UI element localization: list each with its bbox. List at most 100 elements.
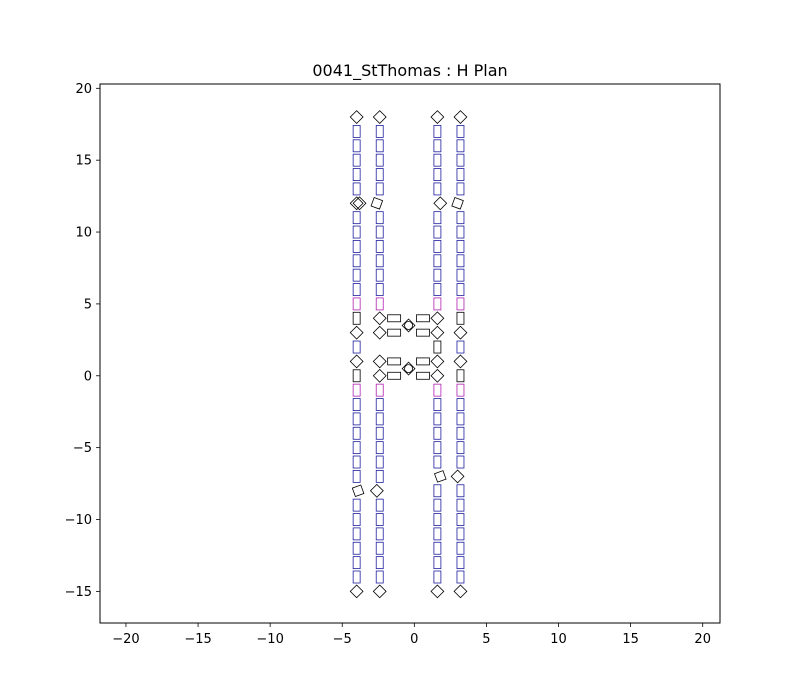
column-rect-mark xyxy=(352,283,361,296)
chart-title: 0041_StThomas : H Plan xyxy=(312,61,507,81)
column-rect-mark xyxy=(352,153,361,167)
column-rect-mark xyxy=(375,125,384,138)
crossbar-rect-mark xyxy=(387,328,402,337)
column-rect-mark xyxy=(352,369,361,383)
diamond-mark xyxy=(453,110,468,124)
x-tick-label: −5 xyxy=(333,632,352,647)
y-axis: −15 −10 −5 0 5 10 15 20 xyxy=(65,82,100,600)
column-rect-mark xyxy=(456,340,465,354)
diamond-mark xyxy=(430,325,445,340)
column-rect-mark xyxy=(352,455,361,469)
column-rect-mark xyxy=(352,541,361,555)
tilted-square-mark xyxy=(372,368,387,383)
column-rect-mark xyxy=(456,398,465,411)
diamond-mark xyxy=(453,354,468,369)
column-rect-mark xyxy=(433,527,442,541)
column-rect-mark xyxy=(433,541,442,555)
crossbar-rect-mark xyxy=(416,328,430,337)
column-rect-mark xyxy=(433,125,442,138)
column-rect-mark xyxy=(433,254,442,268)
y-tick-label: 0 xyxy=(84,369,92,384)
column-rect-mark xyxy=(352,398,361,411)
column-rect-mark xyxy=(352,498,361,512)
column-rect-mark xyxy=(433,297,442,311)
column-rect-mark xyxy=(456,168,465,181)
x-tick-label: 15 xyxy=(622,632,639,647)
column-rect-mark xyxy=(456,527,465,541)
column-rect-mark xyxy=(433,513,442,526)
column-rect-mark xyxy=(352,426,361,440)
y-tick-label: 20 xyxy=(75,82,92,97)
column-rect-mark xyxy=(352,441,361,455)
column-rect-mark xyxy=(352,211,361,225)
x-tick-label: 5 xyxy=(482,632,490,647)
column-rect-mark xyxy=(352,125,361,138)
crossbar-rect-mark xyxy=(387,371,402,380)
column-rect-mark xyxy=(375,398,384,411)
column-rect-mark xyxy=(433,398,442,411)
column-rect-mark xyxy=(375,498,384,512)
column-rect-mark xyxy=(352,570,361,584)
column-rect-mark xyxy=(352,168,361,181)
column-rect-mark xyxy=(352,513,361,526)
column-rect-mark xyxy=(352,311,361,325)
column-rect-mark xyxy=(433,412,442,426)
diamond-mark xyxy=(372,584,387,599)
crossbar-rect-mark xyxy=(416,357,430,366)
column-rect-mark xyxy=(456,498,465,512)
column-rect-mark xyxy=(433,153,442,167)
plot-frame xyxy=(99,83,721,624)
column-rect-mark xyxy=(352,268,361,282)
column-rect-mark xyxy=(433,455,442,469)
column-rect-mark xyxy=(456,268,465,282)
tilted-square-mark xyxy=(370,197,384,210)
column-rect-mark xyxy=(456,182,465,196)
column-rect-mark xyxy=(456,153,465,167)
column-rect-mark xyxy=(433,383,442,397)
column-rect-mark xyxy=(456,513,465,526)
diamond-mark xyxy=(372,354,387,369)
diamond-mark xyxy=(430,110,445,124)
column-rect-mark xyxy=(352,225,361,239)
column-rect-mark xyxy=(375,139,384,153)
diamond-mark xyxy=(430,354,445,369)
tilted-square-mark xyxy=(433,470,447,483)
column-rect-mark xyxy=(375,254,384,268)
column-rect-mark xyxy=(456,455,465,469)
tilted-square-mark xyxy=(351,484,365,498)
center-diamond-mark xyxy=(401,318,416,333)
column-rect-mark xyxy=(433,168,442,181)
column-rect-mark xyxy=(456,297,465,311)
column-rect-mark xyxy=(433,570,442,584)
tilted-square-mark xyxy=(369,483,384,498)
x-tick-label: 0 xyxy=(410,632,418,647)
crossbar-rect-mark xyxy=(387,357,402,366)
diamond-mark xyxy=(349,325,364,340)
tilted-square-mark xyxy=(451,197,464,210)
tilted-square-mark xyxy=(433,196,448,211)
column-rect-mark xyxy=(433,182,442,196)
center-diamond-mark xyxy=(401,361,416,376)
column-rect-mark xyxy=(456,283,465,296)
column-rect-mark xyxy=(433,225,442,239)
diamond-mark xyxy=(349,196,364,211)
plot-marks xyxy=(349,110,468,599)
column-rect-mark xyxy=(456,441,465,455)
column-rect-mark xyxy=(375,455,384,469)
column-rect-mark xyxy=(375,383,384,397)
tilted-square-mark xyxy=(352,196,367,211)
diamond-mark xyxy=(430,584,445,599)
column-rect-mark xyxy=(456,311,465,325)
column-rect-mark xyxy=(352,340,361,354)
column-rect-mark xyxy=(433,340,442,354)
column-rect-mark xyxy=(352,556,361,570)
column-rect-mark xyxy=(433,498,442,512)
diamond-mark xyxy=(349,584,364,599)
column-rect-mark xyxy=(433,211,442,225)
column-rect-mark xyxy=(433,426,442,440)
column-rect-mark xyxy=(375,412,384,426)
column-rect-mark xyxy=(375,541,384,555)
y-tick-label: 15 xyxy=(75,154,92,169)
